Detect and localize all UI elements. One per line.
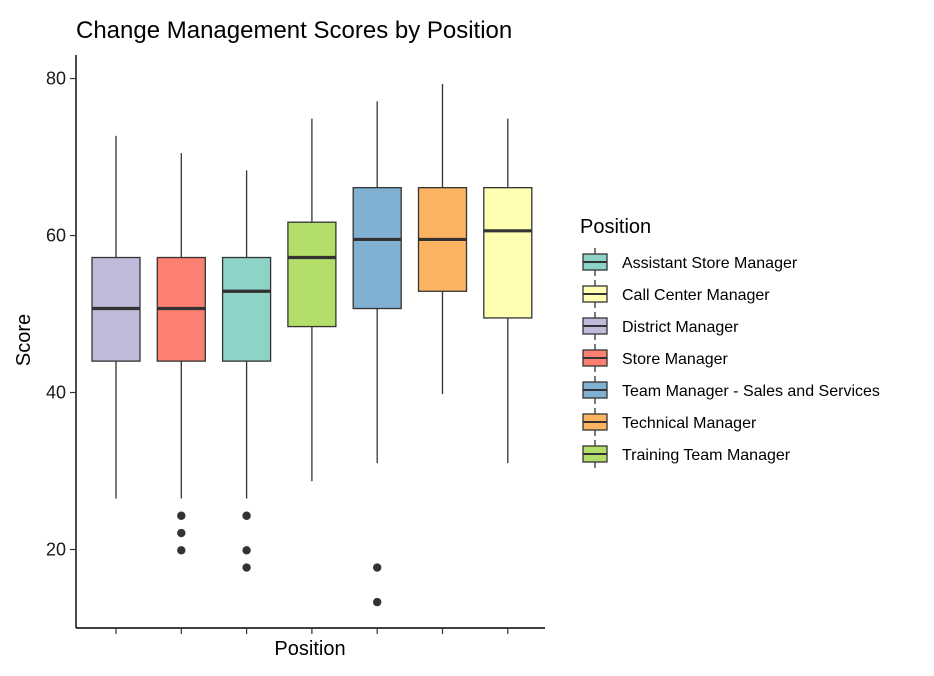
box-call-center-manager bbox=[483, 118, 533, 464]
legend-title: Position bbox=[580, 216, 651, 238]
legend-item: District Manager bbox=[582, 312, 739, 340]
legend-label: Assistant Store Manager bbox=[622, 255, 798, 272]
iqr-box bbox=[352, 187, 402, 310]
y-tick-label: 80 bbox=[46, 69, 66, 89]
legend-label: Technical Manager bbox=[622, 415, 757, 432]
iqr-box bbox=[221, 256, 272, 362]
outlier-point bbox=[242, 546, 251, 555]
iqr-box bbox=[483, 187, 533, 319]
x-axis-title: Position bbox=[274, 638, 345, 660]
legend-label: District Manager bbox=[622, 319, 739, 336]
box-assistant-store-manager bbox=[221, 170, 272, 572]
y-tick-label: 20 bbox=[46, 540, 66, 560]
legend-item: Technical Manager bbox=[582, 408, 757, 436]
legend-item: Call Center Manager bbox=[582, 280, 770, 308]
box-store-manager bbox=[156, 153, 206, 555]
y-tick-label: 40 bbox=[46, 383, 66, 403]
outlier-point bbox=[242, 563, 251, 572]
legend-label: Training Team Manager bbox=[622, 447, 791, 464]
outlier-point bbox=[177, 528, 186, 538]
outlier-point bbox=[242, 511, 251, 520]
chart-title: Change Management Scores by Position bbox=[76, 17, 512, 44]
outlier-point bbox=[177, 546, 186, 555]
plot-area bbox=[91, 84, 533, 607]
outlier-point bbox=[373, 597, 382, 607]
box-team-manager-sales-and-services bbox=[352, 101, 402, 607]
box-training-team-manager bbox=[287, 118, 337, 482]
y-axis: 20 40 60 80 bbox=[46, 55, 77, 628]
legend: Position Assistant Store Manager Call Cen… bbox=[580, 216, 880, 468]
x-axis bbox=[76, 627, 545, 634]
legend-label: Call Center Manager bbox=[622, 287, 770, 304]
box-technical-manager bbox=[417, 84, 468, 395]
iqr-box bbox=[287, 221, 337, 328]
legend-item: Training Team Manager bbox=[582, 440, 791, 468]
legend-item: Team Manager - Sales and Services bbox=[582, 376, 880, 404]
y-axis-title: Score bbox=[13, 314, 35, 366]
y-tick-label: 60 bbox=[46, 226, 66, 246]
legend-label: Store Manager bbox=[622, 351, 729, 368]
outlier-point bbox=[373, 563, 382, 572]
outlier-point bbox=[177, 511, 186, 520]
legend-item: Assistant Store Manager bbox=[582, 248, 798, 276]
legend-label: Team Manager - Sales and Services bbox=[622, 383, 880, 400]
box-district-manager bbox=[91, 135, 141, 499]
legend-item: Store Manager bbox=[582, 344, 729, 372]
